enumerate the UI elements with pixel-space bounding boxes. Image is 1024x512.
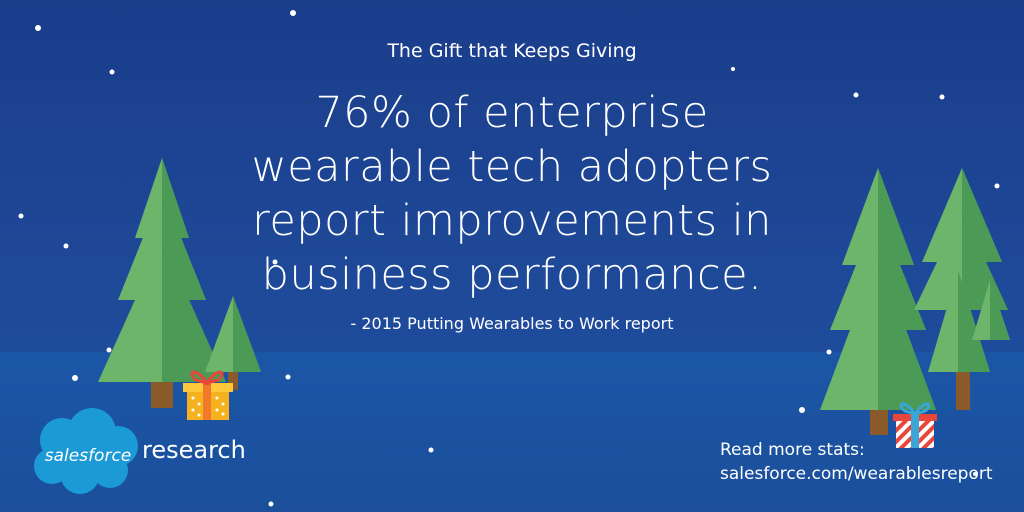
snowflake [268, 501, 274, 507]
brand-cloud-wordmark: salesforce [44, 446, 132, 466]
snowflake [106, 347, 112, 353]
snowflake [826, 349, 832, 355]
salesforce-cloud-logo-icon [34, 408, 138, 494]
snowflake [63, 243, 69, 249]
snowflake [973, 472, 977, 476]
left-tree-large [98, 158, 226, 408]
brand-product-name: research [142, 436, 246, 464]
snowflake [285, 374, 291, 380]
snowflake [853, 92, 859, 98]
call-to-action: Read more stats: salesforce.com/wearable… [720, 438, 993, 486]
cta-label: Read more stats: [720, 440, 865, 460]
headline-line: 76% of enterprise [315, 88, 709, 138]
headline-kicker: The Gift that Keeps Giving [387, 40, 637, 62]
snowflake [939, 94, 945, 100]
headline-line: wearable tech adopters [251, 142, 773, 192]
snowflake [428, 447, 434, 453]
snowflake [994, 183, 1000, 189]
source-citation: - 2015 Putting Wearables to Work report [350, 314, 674, 333]
snowflake [799, 407, 805, 413]
snowflake [35, 25, 41, 31]
snowflake [731, 67, 735, 71]
snowflake [72, 375, 78, 381]
left-tree-small [205, 296, 261, 390]
snowflake [18, 213, 24, 219]
snowflake [290, 10, 296, 16]
cta-link[interactable]: salesforce.com/wearablesreport [720, 464, 993, 484]
headline: 76% of enterprise wearable tech adopters… [180, 86, 844, 302]
right-tree-tall [820, 168, 936, 435]
headline-line: report improvements in [252, 196, 772, 246]
snowflake [272, 259, 278, 265]
snowflake [109, 69, 115, 75]
striped-gift-icon [893, 402, 937, 448]
yellow-gift-icon [183, 370, 233, 420]
right-tree-back [914, 168, 1010, 410]
headline-line: business performance. [261, 250, 763, 300]
